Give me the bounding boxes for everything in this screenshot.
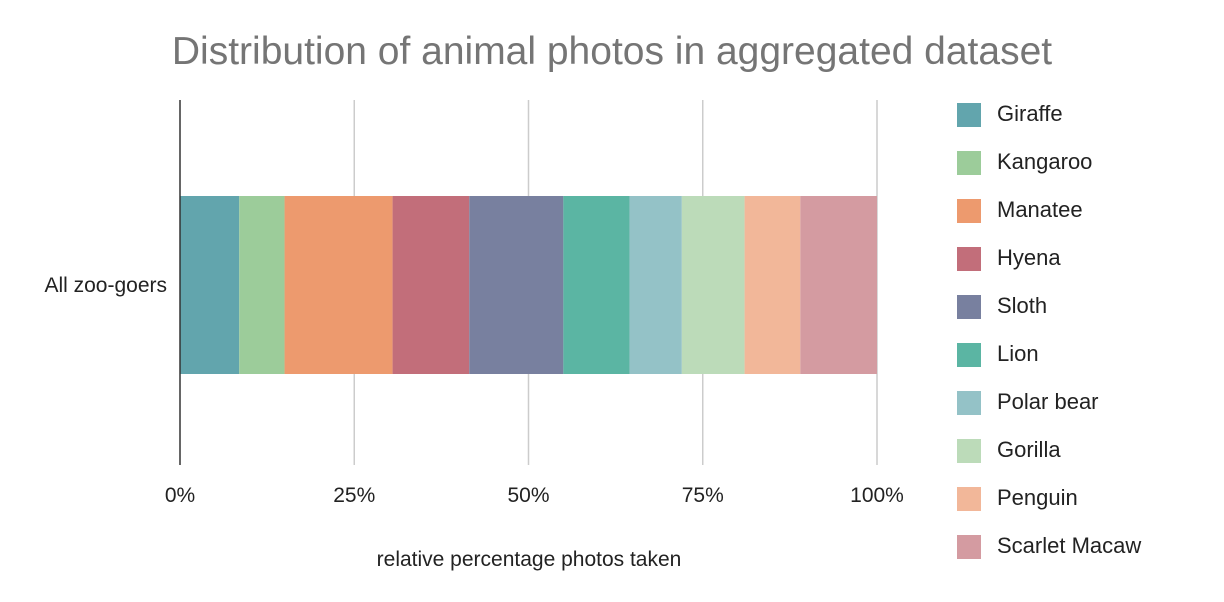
bar-segment-penguin: [744, 196, 801, 374]
bar-segment-polar-bear: [629, 196, 682, 374]
legend-swatch: [957, 295, 981, 319]
legend-label: Penguin: [997, 485, 1078, 510]
bar-segment-hyena: [392, 196, 470, 374]
legend-swatch: [957, 439, 981, 463]
legend-label: Giraffe: [997, 101, 1063, 126]
x-tick-label: 100%: [850, 484, 904, 507]
legend-label: Polar bear: [997, 389, 1099, 414]
legend-label: Sloth: [997, 293, 1048, 318]
bar-stack: [180, 196, 877, 374]
bar-segment-scarlet-macaw: [800, 196, 877, 374]
x-tick-labels: 0% 25% 50% 75% 100%: [165, 484, 904, 507]
legend-swatch: [957, 151, 981, 175]
bar-segment-giraffe: [180, 196, 240, 374]
legend-label: Gorilla: [997, 437, 1061, 462]
legend-label: Kangaroo: [997, 149, 1093, 174]
legend-swatch: [957, 103, 981, 127]
legend-label: Manatee: [997, 197, 1083, 222]
x-tick-label: 25%: [333, 484, 375, 507]
legend-swatch: [957, 247, 981, 271]
legend-swatch: [957, 199, 981, 223]
category-labels: All zoo-goers: [44, 274, 167, 297]
legend-swatch: [957, 535, 981, 559]
x-tick-label: 0%: [165, 484, 195, 507]
x-tick-label: 75%: [682, 484, 724, 507]
x-tick-label: 50%: [507, 484, 549, 507]
bar-segment-lion: [563, 196, 630, 374]
legend-swatch: [957, 391, 981, 415]
legend-label: Lion: [997, 341, 1039, 366]
legend-swatch: [957, 343, 981, 367]
legend-label: Hyena: [997, 245, 1061, 270]
legend-label: Scarlet Macaw: [997, 533, 1142, 558]
x-axis-title: relative percentage photos taken: [377, 548, 682, 571]
chart-title: Distribution of animal photos in aggrega…: [171, 30, 1053, 73]
legend-swatch: [957, 487, 981, 511]
bar-segment-sloth: [469, 196, 564, 374]
bar-segment-kangaroo: [239, 196, 285, 374]
bar-segment-manatee: [284, 196, 393, 374]
bar-segment-gorilla: [681, 196, 745, 374]
category-label: All zoo-goers: [44, 274, 167, 297]
